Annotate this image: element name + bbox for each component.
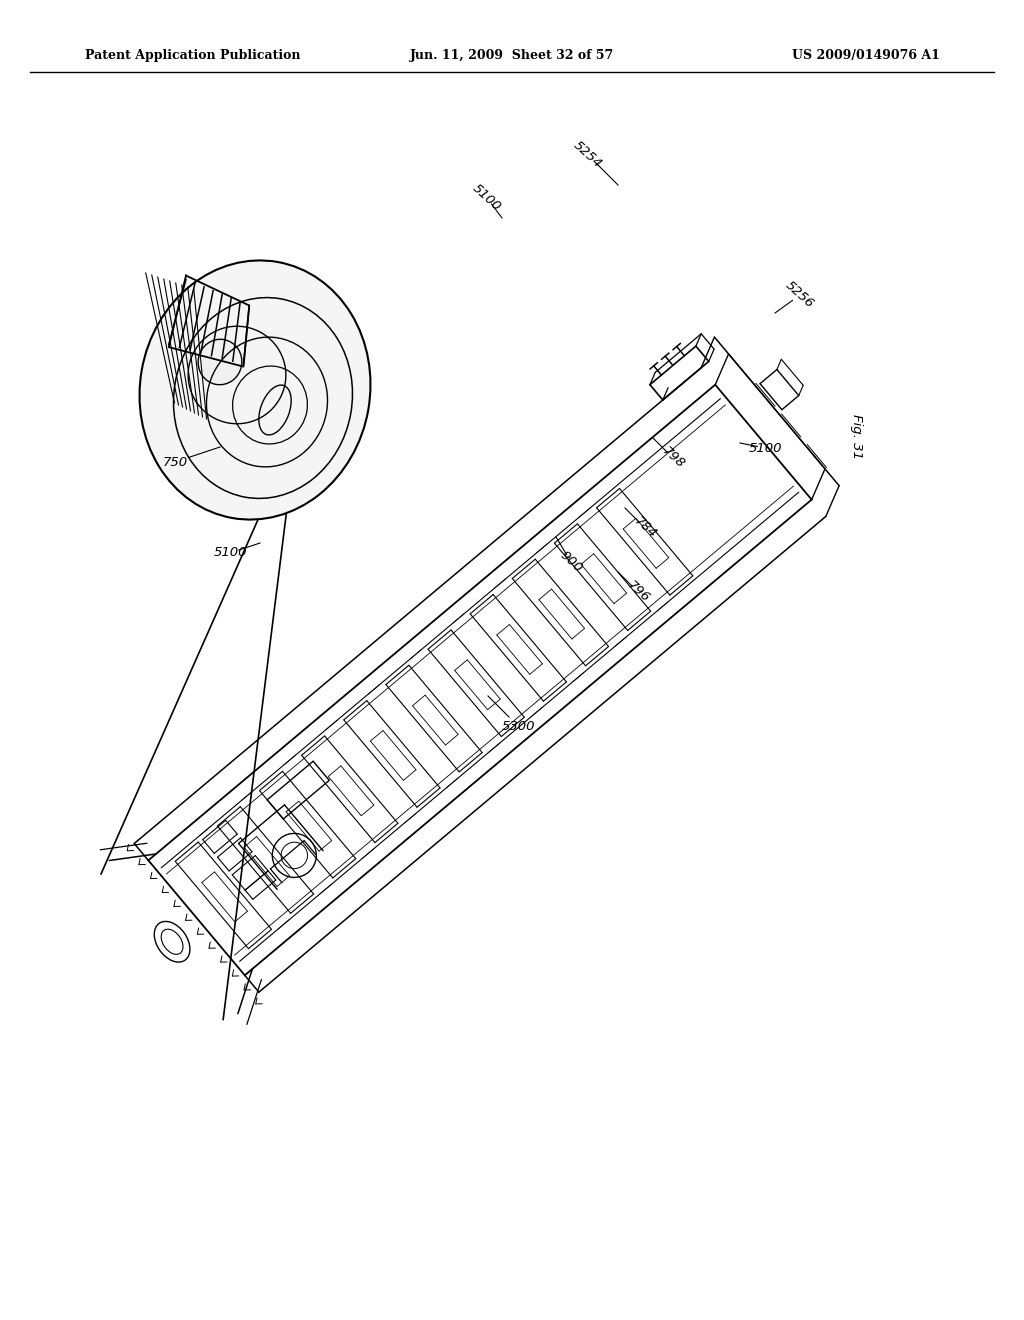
Text: Fig. 31: Fig. 31 (850, 413, 862, 458)
Ellipse shape (139, 260, 371, 520)
Text: 900: 900 (557, 549, 585, 576)
Text: 750: 750 (163, 455, 187, 469)
Text: Jun. 11, 2009  Sheet 32 of 57: Jun. 11, 2009 Sheet 32 of 57 (410, 49, 614, 62)
Text: 5256: 5256 (783, 279, 817, 312)
Text: 796: 796 (625, 578, 651, 606)
Text: Patent Application Publication: Patent Application Publication (85, 49, 300, 62)
Text: 798: 798 (659, 445, 687, 471)
Text: 5100: 5100 (470, 182, 504, 214)
Text: 5100: 5100 (749, 441, 781, 454)
Text: 5100: 5100 (213, 546, 247, 560)
Text: 784: 784 (632, 515, 658, 541)
Text: US 2009/0149076 A1: US 2009/0149076 A1 (793, 49, 940, 62)
Text: 5254: 5254 (571, 139, 605, 172)
Text: 5300: 5300 (502, 719, 535, 733)
Ellipse shape (188, 326, 286, 424)
Ellipse shape (198, 339, 242, 384)
